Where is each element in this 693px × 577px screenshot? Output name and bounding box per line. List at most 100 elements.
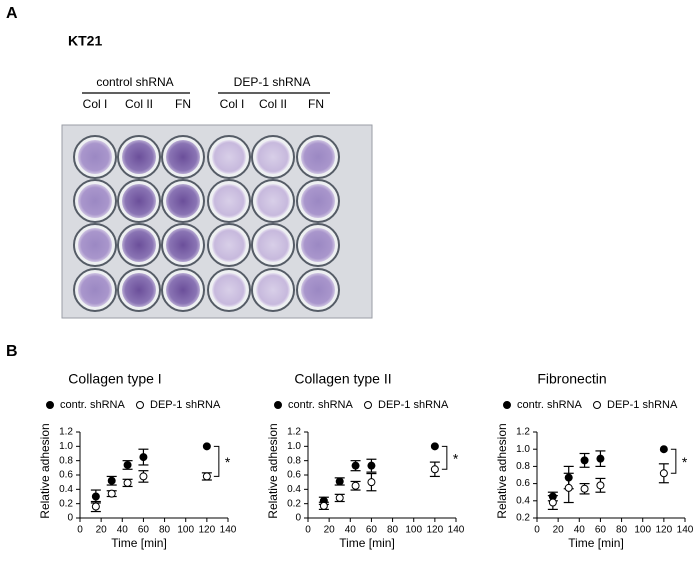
legend-label: contr. shRNA [60, 399, 125, 411]
well [166, 273, 200, 307]
well [301, 273, 335, 307]
well [122, 228, 156, 262]
significance-bracket [213, 445, 220, 477]
well [256, 140, 290, 174]
well [301, 228, 335, 262]
y-tick-label: 1.0 [287, 441, 301, 452]
data-point [319, 501, 328, 510]
data-point [107, 476, 116, 485]
y-tick-label: 1.0 [59, 441, 73, 452]
well [301, 184, 335, 218]
y-tick-label: 0.8 [287, 455, 301, 466]
panel-label: A [6, 5, 18, 22]
legend-marker [274, 401, 282, 409]
group-label: control shRNA [96, 75, 173, 89]
data-point [202, 442, 211, 451]
wells [73, 135, 340, 312]
column-label: Col I [220, 97, 245, 111]
chart-title: Collagen type II [294, 371, 391, 387]
well [301, 140, 335, 174]
x-tick-label: 100 [177, 525, 194, 536]
x-tick-label: 20 [96, 525, 108, 536]
data-point [548, 498, 557, 507]
data-point [564, 473, 573, 482]
y-tick-label: 0.6 [516, 478, 530, 489]
data-point [91, 502, 100, 511]
well [212, 140, 246, 174]
y-tick-label: 1.2 [287, 427, 301, 438]
legend-label: contr. shRNA [288, 399, 353, 411]
y-tick-label: 0.8 [59, 455, 73, 466]
legend-label: DEP-1 shRNA [607, 399, 678, 411]
y-tick-label: 1.2 [59, 427, 73, 438]
data-point [596, 454, 605, 463]
column-label: FN [308, 97, 324, 111]
data-point [91, 492, 100, 501]
data-point [596, 481, 605, 490]
x-tick-label: 0 [305, 525, 311, 536]
column-label: Col II [259, 97, 287, 111]
legend-marker [593, 401, 601, 409]
x-tick-label: 40 [345, 525, 357, 536]
significance-marker: * [682, 454, 688, 470]
data-point [580, 484, 589, 493]
well [212, 228, 246, 262]
y-axis-label: Relative adhesion [38, 423, 52, 518]
chart-title: Collagen type I [68, 371, 161, 387]
x-tick-label: 140 [677, 525, 693, 536]
significance-bracket [670, 448, 677, 474]
column-label: Col I [83, 97, 108, 111]
well [78, 184, 112, 218]
data-point [351, 481, 360, 490]
data-point [139, 472, 148, 481]
x-tick-label: 20 [324, 525, 336, 536]
chart-title: Fibronectin [537, 371, 606, 387]
well [78, 273, 112, 307]
well [78, 228, 112, 262]
data-point [351, 461, 360, 470]
well [256, 184, 290, 218]
x-tick-label: 0 [534, 525, 540, 536]
x-axis-label: Time [min] [339, 536, 395, 550]
well [212, 184, 246, 218]
y-tick-label: 0.6 [59, 470, 73, 481]
data-point [367, 478, 376, 487]
x-tick-label: 20 [553, 525, 565, 536]
y-tick-label: 0.4 [287, 484, 301, 495]
y-tick-label: 0.6 [287, 470, 301, 481]
well [166, 228, 200, 262]
data-point [430, 442, 439, 451]
data-point [659, 445, 668, 454]
x-tick-label: 100 [634, 525, 651, 536]
data-point [335, 477, 344, 486]
x-tick-label: 60 [366, 525, 378, 536]
x-tick-label: 140 [220, 525, 237, 536]
y-tick-label: 0.4 [59, 484, 73, 495]
column-label: Col II [125, 97, 153, 111]
significance-bracket [441, 445, 448, 470]
x-tick-label: 80 [387, 525, 399, 536]
significance-marker: * [225, 454, 231, 470]
x-axis-label: Time [min] [111, 536, 167, 550]
y-tick-label: 0 [67, 513, 73, 524]
well [122, 140, 156, 174]
group-label: DEP-1 shRNA [234, 75, 311, 89]
data-point [123, 460, 132, 469]
panel-label: B [6, 343, 18, 360]
data-point [202, 472, 211, 481]
x-tick-label: 140 [448, 525, 465, 536]
well [212, 273, 246, 307]
legend-marker [46, 401, 54, 409]
data-point [123, 478, 132, 487]
data-point [659, 469, 668, 478]
legend-marker [364, 401, 372, 409]
x-tick-label: 60 [138, 525, 150, 536]
y-tick-label: 1.2 [516, 427, 530, 438]
x-tick-label: 60 [595, 525, 607, 536]
x-tick-label: 120 [427, 525, 444, 536]
data-point [139, 453, 148, 462]
data-point [564, 483, 573, 492]
well [256, 273, 290, 307]
x-tick-label: 40 [574, 525, 586, 536]
